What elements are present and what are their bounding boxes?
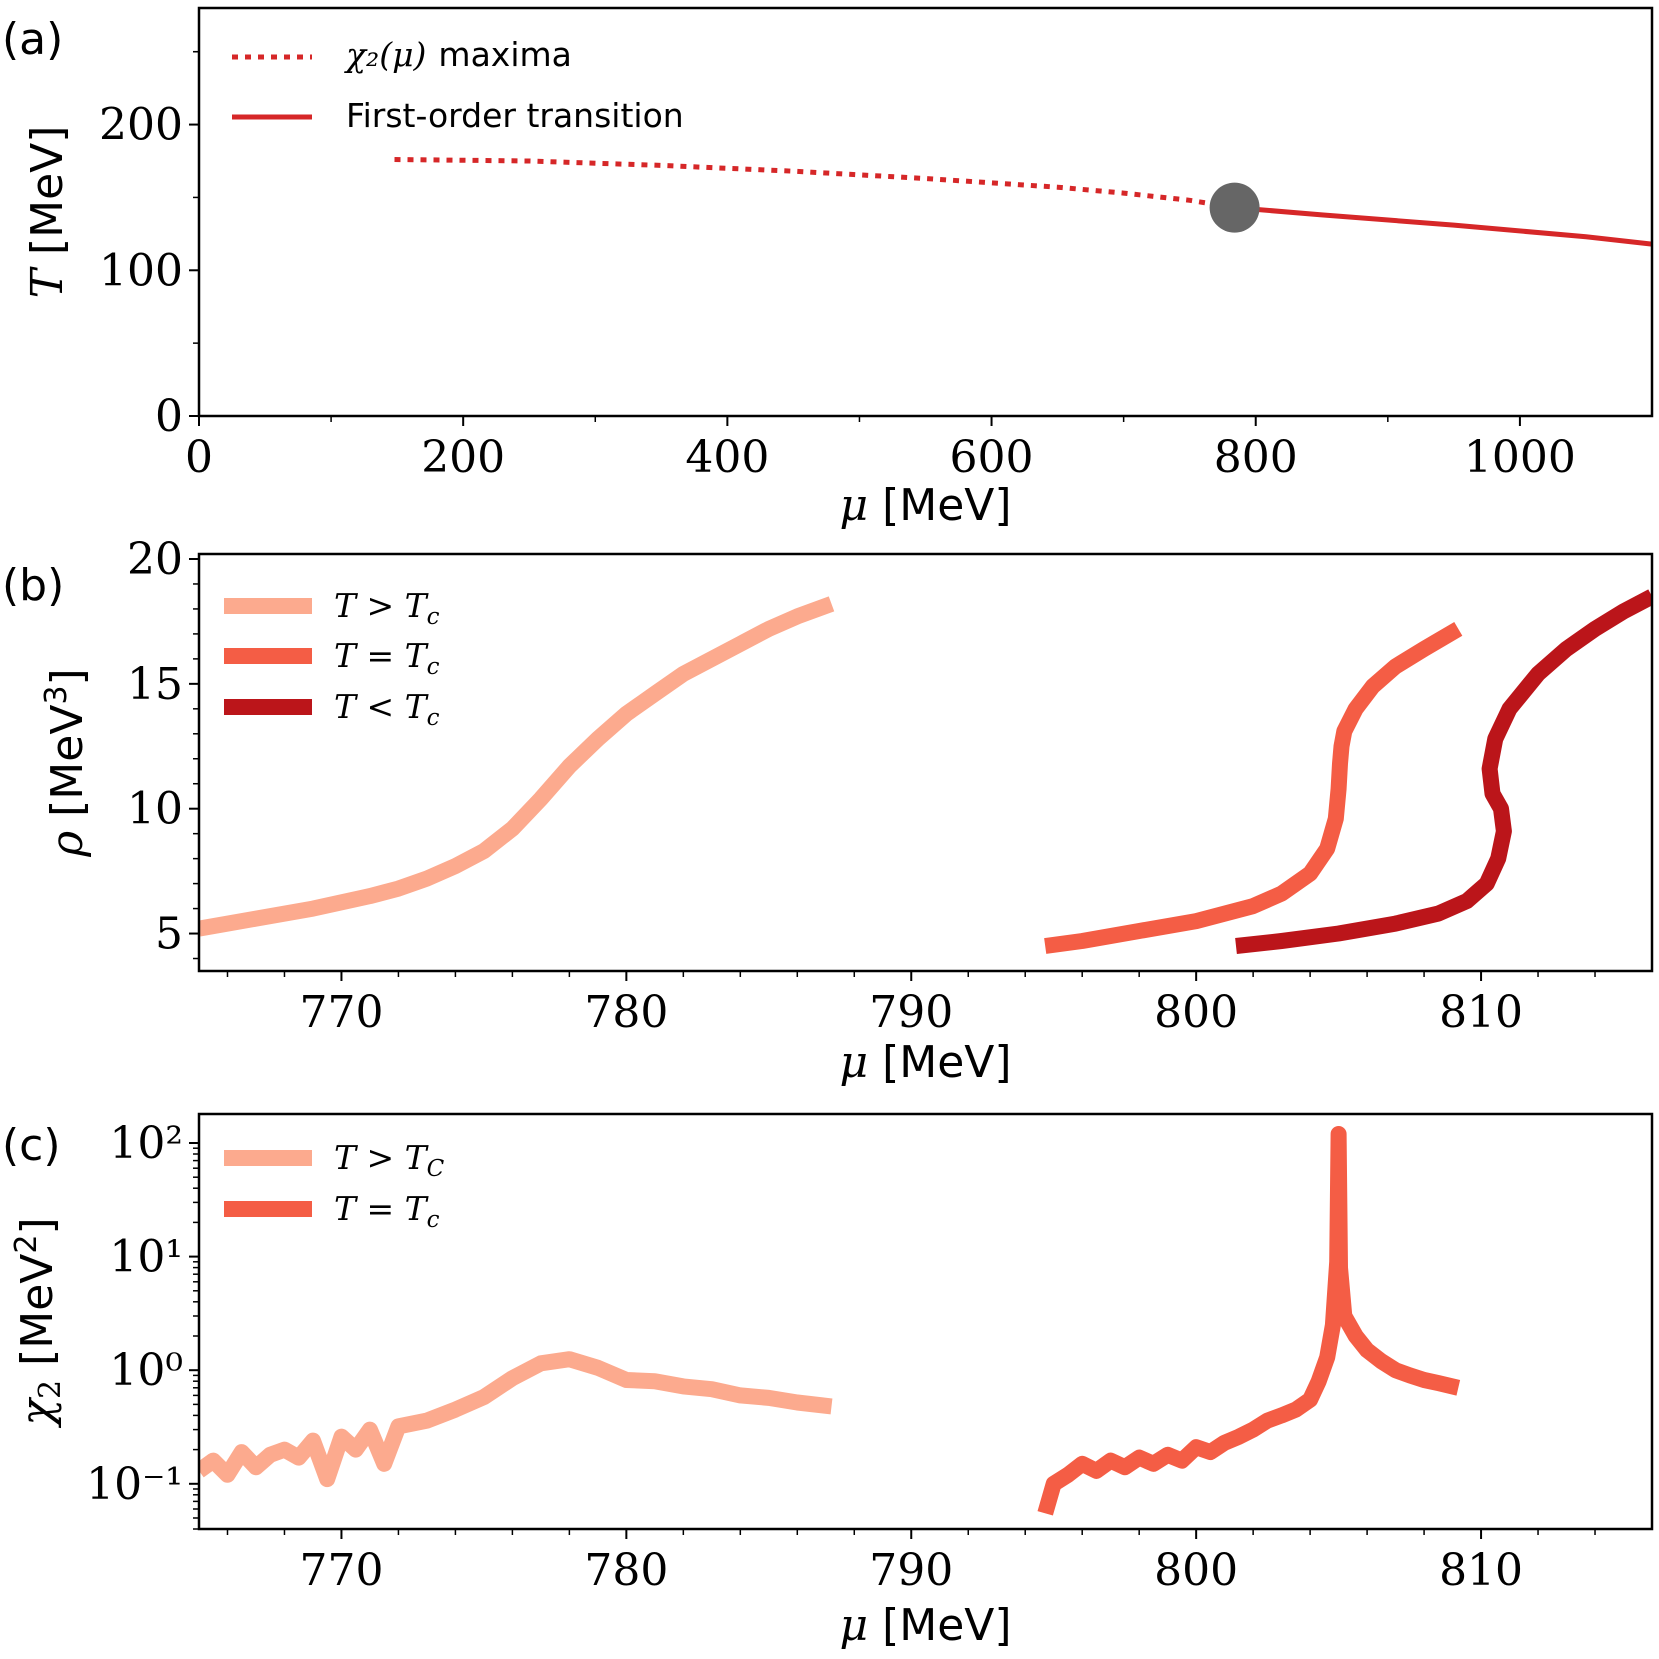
panel-c-ticks: 770 780 790 800 810 10⁻¹ 10⁰ 10¹ 10² xyxy=(86,1118,1596,1596)
panel-a-plot-area xyxy=(394,157,1652,247)
x-tick-label: 770 xyxy=(299,987,383,1038)
x-tick-label: 400 xyxy=(685,432,769,483)
x-tick-label: 800 xyxy=(1214,432,1298,483)
panel-label-c: (c) xyxy=(2,1120,61,1171)
x-tick-label: 0 xyxy=(185,432,213,483)
critical-point-marker xyxy=(1209,182,1260,233)
y-tick-label: 10¹ xyxy=(109,1232,183,1283)
x-tick-label: 1000 xyxy=(1464,432,1576,483)
y-tick-label: 10² xyxy=(109,1118,183,1169)
panel-c-y-axis-label: χ2 [MeV2] xyxy=(9,1217,68,1428)
y-tick-label: 5 xyxy=(155,909,183,960)
panel-c-frame xyxy=(197,1112,1654,1531)
y-tick-label: 200 xyxy=(99,100,183,151)
y-tick-label: 20 xyxy=(127,534,183,585)
x-tick-label: 780 xyxy=(584,1545,668,1596)
y-tick-label: 0 xyxy=(155,391,183,442)
x-tick-label: 810 xyxy=(1439,1545,1523,1596)
panel-c-plot-area xyxy=(199,1126,1461,1516)
panel-label-b: (b) xyxy=(2,560,64,611)
x-tick-label: 810 xyxy=(1439,987,1523,1038)
x-tick-label: 200 xyxy=(421,432,505,483)
x-tick-label: 790 xyxy=(869,1545,953,1596)
panel-c-x-axis-label: μ [MeV] xyxy=(839,1600,1011,1651)
panel-a: (a) 0 200 400 600 800 1000 0 100 200 μ [MeV] T [… xyxy=(2,6,1654,531)
legend-label-t-eq-tc: T = Tc xyxy=(334,636,440,680)
series-line-t-tc xyxy=(199,1351,833,1488)
x-tick-label: 780 xyxy=(584,987,668,1038)
panel-label-a: (a) xyxy=(2,14,63,65)
panel-c: (c) 770 780 790 800 810 10⁻¹ 10⁰ 10¹ 10² μ [MeV]… xyxy=(2,1112,1654,1651)
panel-a-x-axis-label: μ [MeV] xyxy=(839,480,1011,531)
panel-b: (b) 770 780 790 800 810 5 10 15 20 μ [MeV] ρ [Me… xyxy=(2,534,1654,1088)
y-tick-label: 10 xyxy=(127,784,183,835)
series-line-t-tc xyxy=(1044,621,1463,954)
panel-b-legend: T > Tc T = Tc T < Tc xyxy=(224,586,440,731)
y-tick-label: 100 xyxy=(99,245,183,296)
panel-a-frame xyxy=(197,6,1654,418)
x-tick-label: 770 xyxy=(299,1545,383,1596)
y-tick-label: 10⁻¹ xyxy=(86,1459,183,1510)
panel-b-frame xyxy=(197,552,1654,973)
y-tick-label: 15 xyxy=(127,659,183,710)
legend-label-t-eq-tc-c: T = Tc xyxy=(334,1189,440,1233)
y-tick-label: 10⁰ xyxy=(109,1345,183,1396)
legend-label-t-gt-tC: T > TC xyxy=(334,1138,445,1182)
panel-b-ticks: 770 780 790 800 810 5 10 15 20 xyxy=(127,534,1596,1038)
series-line--2-maxima xyxy=(394,157,1236,211)
panel-b-x-axis-label: μ [MeV] xyxy=(839,1037,1011,1088)
series-line-t-tc xyxy=(1235,589,1652,954)
series-line-t-tc xyxy=(1037,1126,1461,1516)
panel-a-legend: χ₂(μ) maxima First-order transition xyxy=(232,35,684,135)
panel-b-plot-area xyxy=(199,589,1652,954)
series-line-t-tc xyxy=(199,596,835,937)
legend-label-first-order: First-order transition xyxy=(346,96,684,135)
panel-a-ticks: 0 200 400 600 800 1000 0 100 200 xyxy=(99,50,1576,483)
legend-label-chi2-maxima: χ₂(μ) maxima xyxy=(344,35,572,74)
panel-c-legend: T > TC T = Tc xyxy=(224,1138,445,1233)
x-tick-label: 800 xyxy=(1154,1545,1238,1596)
legend-label-t-gt-tc: T > Tc xyxy=(334,586,440,630)
x-tick-label: 800 xyxy=(1154,987,1238,1038)
panel-b-y-axis-label: ρ [MeV3] xyxy=(39,668,93,857)
x-tick-label: 600 xyxy=(950,432,1034,483)
panel-a-y-axis-label: T [MeV] xyxy=(22,126,73,299)
x-tick-label: 790 xyxy=(869,987,953,1038)
legend-label-t-lt-tc: T < Tc xyxy=(334,687,440,731)
series-line-first-order-transition xyxy=(1234,205,1652,247)
